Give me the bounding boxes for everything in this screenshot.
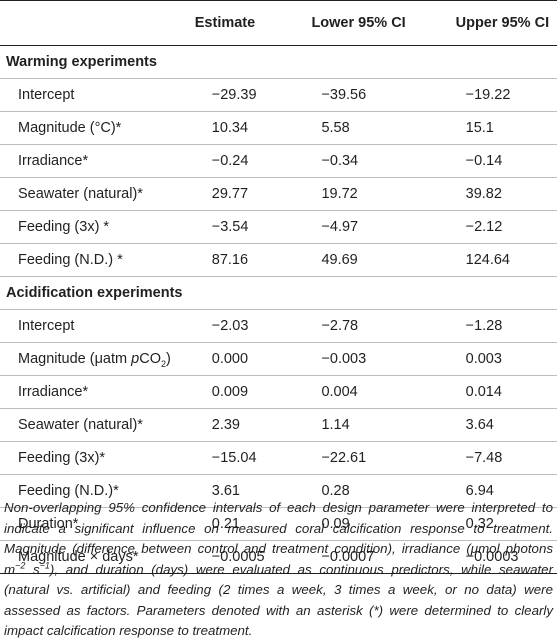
estimate-cell: −15.04 [180,441,270,475]
label-part: CO [139,351,161,367]
table-row: Magnitude (°C)* 10.34 5.58 15.1 [0,111,557,145]
table-footnote: Non-overlapping 95% confidence intervals… [4,498,553,642]
row-label: Seawater (natural)* [0,177,181,211]
estimate-cell: −2.03 [180,309,270,343]
row-label: Feeding (3x)* [0,441,181,475]
row-label: Intercept [0,309,181,343]
upper-ci-cell: 0.014 [413,375,557,409]
section-header-warming: Warming experiments [0,45,557,79]
estimate-cell: −3.54 [180,210,270,244]
lower-ci-cell: −0.0007 [269,540,414,574]
lower-ci-cell: 49.69 [269,243,414,277]
estimate-cell: 10.34 [180,111,270,145]
lower-ci-cell: −22.61 [269,441,414,475]
lower-ci-cell: 0.28 [269,474,414,508]
footnote-part: ), and duration (days) were evaluated as… [4,561,553,639]
upper-ci-cell: 15.1 [413,111,557,145]
lower-ci-cell: 19.72 [269,177,414,211]
header-estimate: Estimate [180,0,270,46]
estimate-cell: 0.000 [180,342,270,376]
table-row: Feeding (3x) * −3.54 −4.97 −2.12 [0,210,557,244]
row-label: Feeding (N.D.)* [0,474,181,508]
lower-ci-cell: −39.56 [269,78,414,112]
estimate-cell: 0.009 [180,375,270,409]
footnote-text: Non-overlapping 95% confidence intervals… [4,498,553,642]
table-row: Seawater (natural)* 29.77 19.72 39.82 [0,177,557,211]
header-row: Estimate Lower 95% CI Upper 95% CI [0,0,557,46]
row-label: Feeding (3x) * [0,210,181,244]
upper-ci-cell: −2.12 [413,210,557,244]
estimate-cell: −29.39 [180,78,270,112]
table-row: Feeding (N.D.) * 87.16 49.69 124.64 [0,243,557,277]
table-row: Feeding (N.D.)* 3.61 0.28 6.94 [0,474,557,508]
label-italic-part: p [131,351,140,367]
footnote-part: Non-overlapping 95% confidence intervals… [4,500,553,577]
table-row: Irradiance* −0.24 −0.34 −0.14 [0,144,557,178]
table-row: Intercept −2.03 −2.78 −1.28 [0,309,557,343]
header-blank [0,0,181,46]
lower-ci-cell: 5.58 [269,111,414,145]
table-row: Magnitude (μatm pCO2) 0.000 −0.003 0.003 [0,342,557,376]
header-lower-ci: Lower 95% CI [269,0,414,46]
table-row: Magnitude × days* −0.0005 −0.0007 −0.000… [0,540,557,574]
upper-ci-cell: −0.14 [413,144,557,178]
upper-ci-cell: −1.28 [413,309,557,343]
footnote-superscript: −1 [39,560,50,571]
row-label: Feeding (N.D.) * [0,243,181,277]
estimate-cell: −0.0005 [180,540,270,574]
section-title: Warming experiments [0,45,557,79]
footnote-part: s [25,561,40,577]
upper-ci-cell: −0.0003 [413,540,557,574]
estimate-cell: 2.39 [180,408,270,442]
label-part: Magnitude (μatm [18,351,132,367]
upper-ci-cell: 0.003 [413,342,557,376]
lower-ci-cell: 1.14 [269,408,414,442]
estimate-cell: 0.21 [180,507,270,541]
row-label: Duration* [0,507,181,541]
lower-ci-cell: −2.78 [269,309,414,343]
row-label: Magnitude (°C)* [0,111,181,145]
upper-ci-cell: 39.82 [413,177,557,211]
row-label: Magnitude × days* [0,540,181,574]
table-row: Seawater (natural)* 2.39 1.14 3.64 [0,408,557,442]
lower-ci-cell: 0.09 [269,507,414,541]
upper-ci-cell: 124.64 [413,243,557,277]
upper-ci-cell: 3.64 [413,408,557,442]
lower-ci-cell: 0.004 [269,375,414,409]
row-label: Irradiance* [0,144,181,178]
estimate-cell: 29.77 [180,177,270,211]
lower-ci-cell: −0.003 [269,342,414,376]
row-label: Seawater (natural)* [0,408,181,442]
header-upper-ci: Upper 95% CI [413,0,557,46]
row-label: Intercept [0,78,181,112]
lower-ci-cell: −0.34 [269,144,414,178]
table-row: Intercept −29.39 −39.56 −19.22 [0,78,557,112]
table-row: Irradiance* 0.009 0.004 0.014 [0,375,557,409]
label-part: ) [165,351,171,367]
upper-ci-cell: 6.94 [413,474,557,508]
estimate-cell: −0.24 [180,144,270,178]
lower-ci-cell: −4.97 [269,210,414,244]
results-table: Estimate Lower 95% CI Upper 95% CI Warmi… [0,0,557,574]
label-subscript: 2 [160,358,166,369]
table-row: Feeding (3x)* −15.04 −22.61 −7.48 [0,441,557,475]
upper-ci-cell: −19.22 [413,78,557,112]
section-title: Acidification experiments [0,276,557,310]
row-label: Irradiance* [0,375,181,409]
row-label: Magnitude (μatm pCO2) [0,342,181,376]
estimate-cell: 3.61 [180,474,270,508]
upper-ci-cell: −7.48 [413,441,557,475]
upper-ci-cell: 0.32 [413,507,557,541]
table-row: Duration* 0.21 0.09 0.32 [0,507,557,541]
estimate-cell: 87.16 [180,243,270,277]
section-header-acidification: Acidification experiments [0,276,557,310]
footnote-superscript: −2 [15,560,26,571]
